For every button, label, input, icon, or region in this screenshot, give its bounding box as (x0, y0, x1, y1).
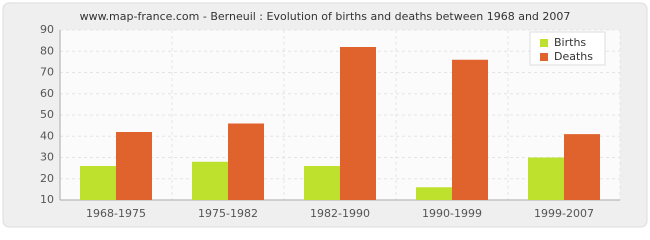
x-tick-label: 1982-1990 (310, 207, 370, 220)
y-tick-label: 80 (40, 44, 54, 57)
chart-title: www.map-france.com - Berneuil : Evolutio… (80, 10, 571, 23)
y-tick-label: 20 (40, 172, 54, 185)
y-tick-label: 30 (40, 151, 54, 164)
y-tick-label: 50 (40, 108, 54, 121)
y-tick-label: 60 (40, 87, 54, 100)
x-tick-label: 1999-2007 (534, 207, 594, 220)
x-tick-label: 1990-1999 (422, 207, 482, 220)
bar (116, 132, 152, 200)
bar (452, 59, 488, 200)
bar (228, 123, 264, 200)
chart: www.map-france.com - Berneuil : Evolutio… (2, 2, 648, 228)
x-tick-label: 1975-1982 (198, 207, 258, 220)
legend-label: Births (554, 36, 586, 49)
y-tick-label: 40 (40, 129, 54, 142)
bar (80, 166, 116, 200)
bar (416, 187, 452, 200)
legend-label: Deaths (554, 50, 593, 63)
bar (564, 134, 600, 200)
bar (304, 166, 340, 200)
legend-swatch (540, 53, 548, 61)
legend-swatch (540, 39, 548, 47)
bar (192, 161, 228, 200)
bar (340, 47, 376, 200)
y-tick-label: 10 (40, 193, 54, 206)
y-tick-label: 70 (40, 66, 54, 79)
y-tick-label: 90 (40, 23, 54, 36)
bar (528, 157, 564, 200)
x-tick-label: 1968-1975 (86, 207, 146, 220)
legend-box (529, 31, 606, 66)
